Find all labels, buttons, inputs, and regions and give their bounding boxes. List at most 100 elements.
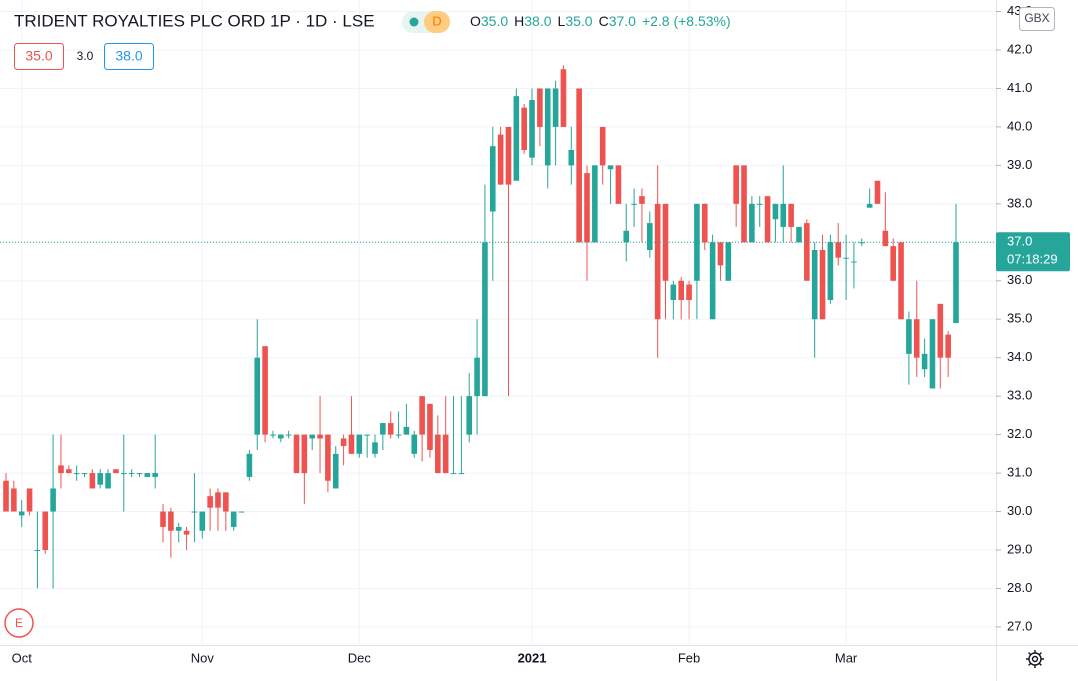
candle-body	[576, 88, 582, 243]
candle-body	[623, 230, 630, 243]
candle-body	[670, 284, 677, 300]
candle-body	[466, 396, 473, 435]
y-tick-label: 31.0	[1007, 465, 1032, 480]
ask-box[interactable]	[104, 43, 154, 70]
candle-body	[207, 496, 213, 508]
candle-body	[474, 357, 480, 397]
candle-body	[937, 303, 944, 358]
y-tick-label: 36.0	[1007, 272, 1032, 287]
market-dot	[409, 17, 419, 27]
candle-body	[843, 257, 849, 259]
candle-body	[348, 434, 355, 454]
candle-body	[882, 230, 889, 247]
spread: 3.0	[77, 49, 94, 63]
x-tick-label: Mar	[835, 650, 858, 665]
candle-body	[175, 526, 182, 531]
candle-body	[921, 353, 928, 370]
legend-key: O	[470, 13, 481, 29]
candle-body	[317, 434, 323, 439]
candle-body	[387, 423, 394, 435]
candle-body	[270, 434, 276, 436]
overlay: 37.0 07:18:29	[0, 232, 1070, 272]
candle-body	[11, 488, 17, 512]
candle-body	[819, 250, 826, 320]
settings-icon[interactable]	[1026, 650, 1044, 668]
candle-body	[277, 434, 284, 439]
candle-body	[568, 150, 575, 166]
interval-badge	[424, 11, 450, 33]
candle-body	[309, 434, 315, 439]
candle-body	[701, 203, 708, 243]
candle-body	[160, 511, 166, 527]
candle-body	[725, 242, 732, 281]
candle-body	[50, 488, 56, 512]
candle-body	[364, 434, 370, 436]
candle-body	[215, 492, 221, 508]
candle-body	[749, 203, 755, 243]
y-tick-label: 32.0	[1007, 426, 1032, 441]
candle-body	[223, 492, 229, 512]
candle-body	[301, 434, 308, 474]
candle-body	[709, 242, 716, 320]
candle-body	[537, 88, 543, 127]
candle-body	[66, 469, 72, 474]
candle-body	[73, 473, 80, 475]
candle-body	[325, 434, 331, 481]
bid: 35.0	[25, 48, 52, 64]
y-tick-label: 35.0	[1007, 311, 1032, 326]
candle-body	[772, 203, 779, 220]
legend-value: 35.0	[565, 13, 592, 29]
candle-body	[18, 511, 25, 516]
candle-body	[678, 280, 685, 300]
candle-body	[89, 473, 96, 489]
gear-teeth	[1026, 650, 1044, 668]
candle-body	[411, 434, 418, 454]
legend-value: 38.0	[524, 13, 551, 29]
candle-body	[654, 203, 661, 320]
candle-body	[380, 423, 386, 435]
candle-body	[631, 203, 637, 205]
candle-body	[191, 511, 198, 513]
x-tick-label: Nov	[191, 650, 215, 665]
candle-body	[285, 434, 292, 436]
candle-body	[913, 319, 920, 358]
y-tick-label: 27.0	[1007, 618, 1032, 633]
gear-hub	[1031, 655, 1039, 663]
candle-body	[639, 196, 645, 204]
legend-key: H	[514, 13, 524, 29]
candle-body	[3, 480, 9, 512]
candle-body	[458, 473, 465, 475]
candle-body	[607, 165, 614, 170]
axes: 27.0 28.0 29.0 30.0 31.0 32.0 33.0 34.0 35.0 36.0…	[12, 3, 1033, 665]
candle-body	[450, 473, 457, 475]
event-marker[interactable]: E	[4, 608, 34, 638]
candle-body	[136, 473, 143, 475]
legend-change: +2.8 (+8.53%)	[642, 13, 731, 29]
candle-body	[866, 203, 873, 208]
y-tick-label: 34.0	[1007, 349, 1032, 364]
y-tick-label: 41.0	[1007, 80, 1032, 95]
event-circle[interactable]	[4, 608, 34, 638]
candle-body	[356, 434, 363, 454]
candle-body	[592, 165, 598, 243]
candle-body	[756, 203, 763, 205]
candle-body	[42, 511, 49, 550]
candle-body	[560, 69, 567, 127]
candle-body	[293, 434, 300, 474]
candle-body	[647, 223, 653, 250]
candle-body	[144, 473, 151, 477]
candle-body	[105, 473, 111, 489]
candle-body	[340, 438, 347, 447]
event-label: E	[15, 616, 23, 630]
candle-body	[442, 434, 449, 474]
candle-body	[552, 88, 559, 127]
ohlc-legend: O35.0 H38.0 L35.0 C37.0 +2.8 (+8.53%)	[470, 13, 731, 29]
candle-body	[230, 511, 237, 527]
countdown: 07:18:29	[1007, 252, 1058, 267]
candle-body	[898, 242, 904, 320]
currency-box[interactable]	[1019, 7, 1055, 31]
bid-box[interactable]	[14, 43, 64, 70]
candle-body	[97, 473, 104, 485]
